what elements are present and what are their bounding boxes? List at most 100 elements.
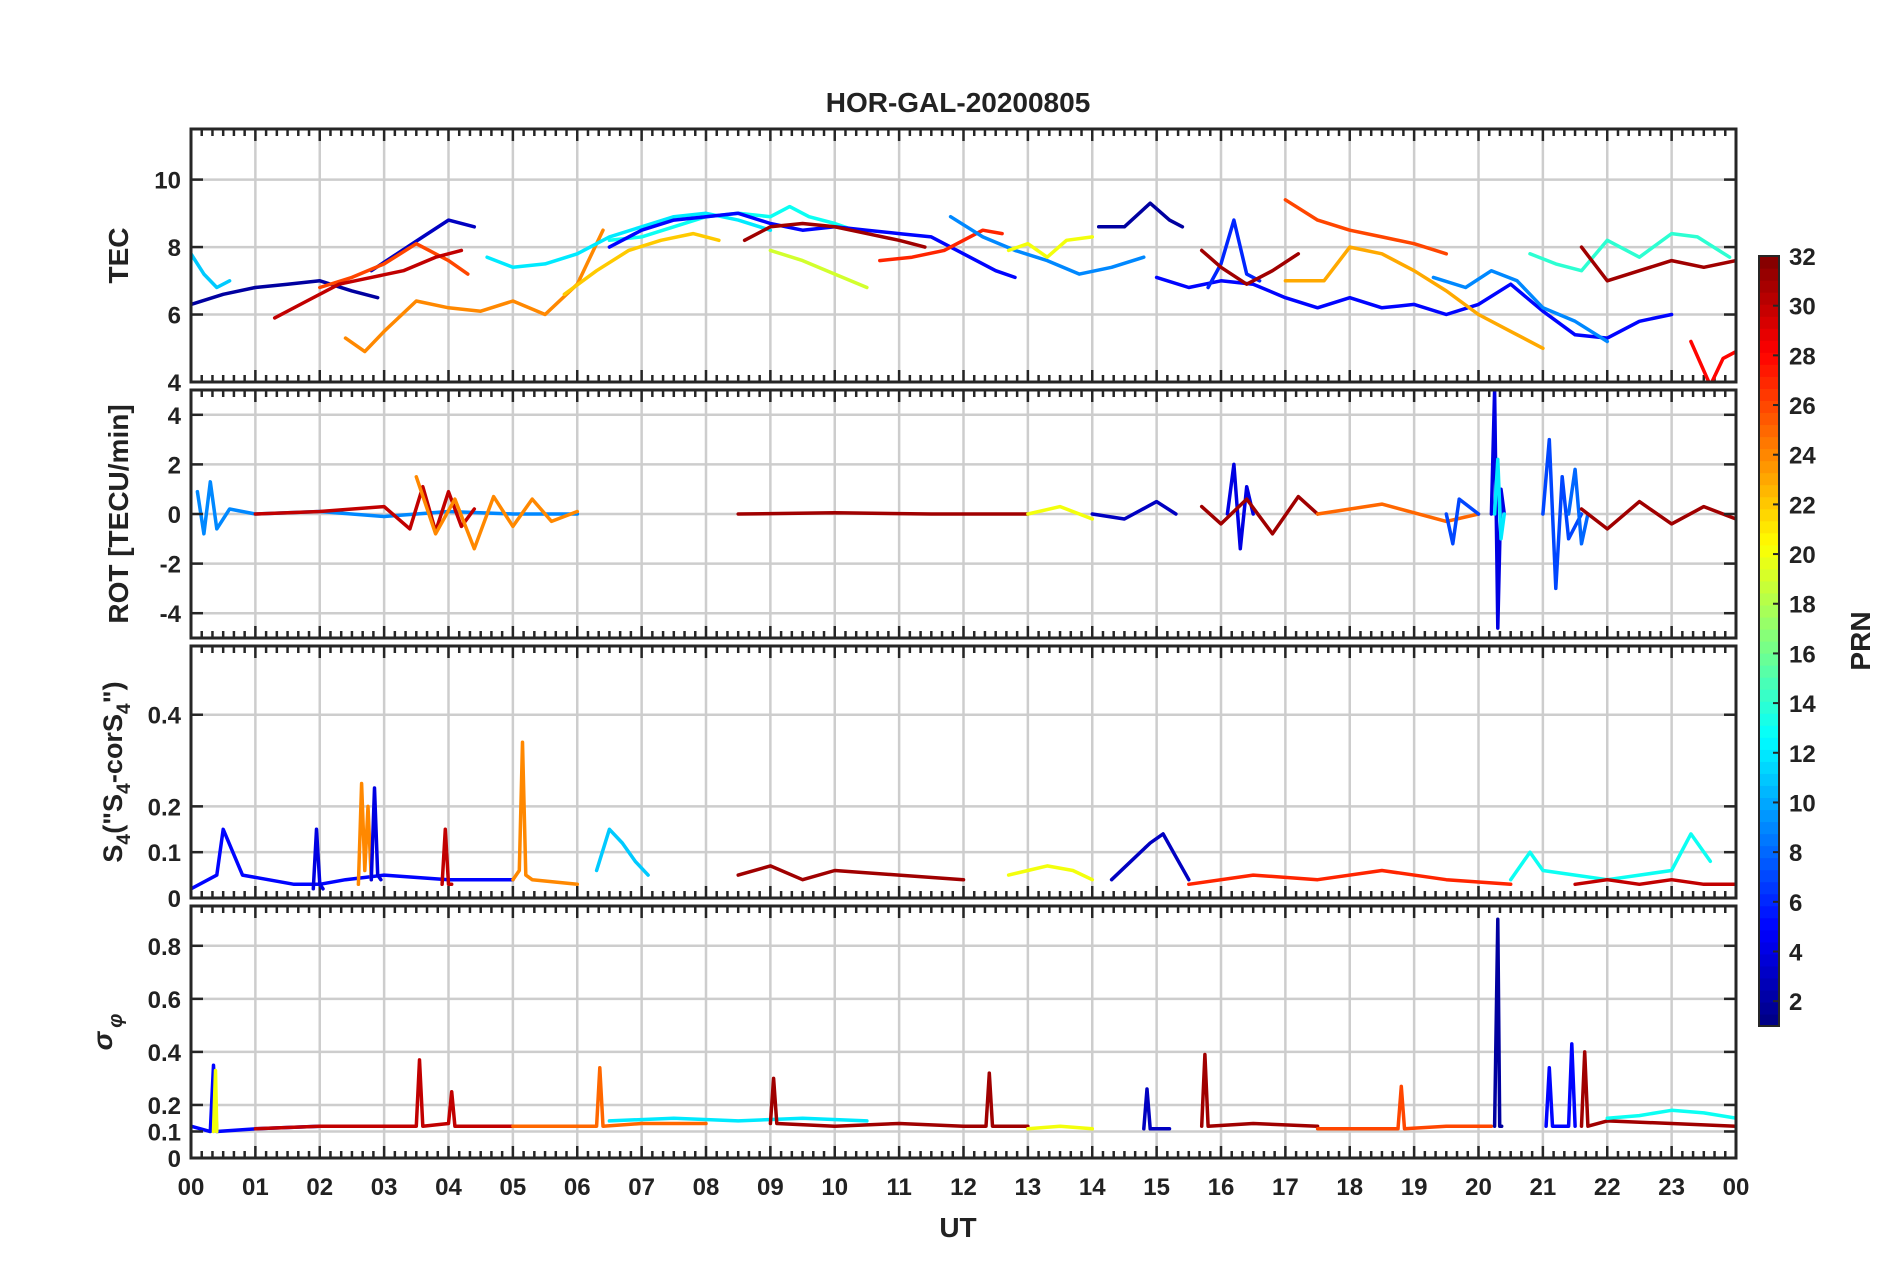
- series-line-prn-8: [1566, 467, 1590, 546]
- series-line-prn-31: [1579, 245, 1736, 283]
- series-line-prn-9: [948, 214, 1146, 276]
- x-tick-label: 06: [564, 1174, 591, 1201]
- colorbar-tick-label: 16: [1789, 641, 1816, 668]
- series-line-prn-30: [253, 484, 477, 534]
- series-line-prn-3: [1142, 1087, 1172, 1131]
- series-line-prn-7: [1444, 497, 1481, 546]
- series-line-prn-2: [1096, 201, 1185, 229]
- series-line-prn-19: [768, 248, 869, 290]
- colorbar-segment: [1759, 460, 1779, 474]
- colorbar-segment: [1759, 352, 1779, 365]
- series-line-prn-2: [1492, 917, 1504, 1128]
- series-line-prn-9: [1431, 268, 1610, 344]
- series-line-prn-12: [607, 1116, 869, 1123]
- x-tick-label: 18: [1336, 1174, 1363, 1201]
- x-tick-label: 09: [757, 1174, 784, 1201]
- series-line-prn-27: [1187, 868, 1513, 887]
- series-line-prn-26: [318, 241, 470, 290]
- y-tick-label: 6: [168, 303, 181, 330]
- colorbar-segment: [1759, 544, 1779, 558]
- colorbar-segment: [1759, 484, 1779, 498]
- series-line-prn-31: [1199, 248, 1301, 286]
- colorbar-segment: [1759, 689, 1779, 702]
- x-tick-label: 04: [435, 1174, 462, 1201]
- y-axis-label-part: φ: [105, 1014, 127, 1028]
- series-line-prn-20: [1006, 235, 1095, 259]
- x-tick-label: 23: [1658, 1174, 1685, 1201]
- x-tick-label: 20: [1465, 1174, 1492, 1201]
- series-line-prn-30: [272, 248, 464, 320]
- series-line-prn-31: [736, 864, 966, 882]
- x-tick-label: 01: [242, 1174, 269, 1201]
- colorbar-tick-label: 26: [1789, 393, 1816, 420]
- colorbar-segment: [1759, 785, 1779, 799]
- colorbar-tick-label: 24: [1789, 443, 1816, 470]
- x-tick-label: 13: [1015, 1174, 1042, 1201]
- colorbar-segment: [1759, 472, 1779, 486]
- colorbar-segment: [1759, 508, 1779, 522]
- x-tick-label: 07: [628, 1174, 655, 1201]
- y-axis-label: TEC: [103, 228, 134, 284]
- panel-sigma_phi: 00.10.2 0.4 0.6 0.8 σφ: [87, 904, 1738, 1173]
- colorbar-tick-label: 32: [1789, 244, 1816, 271]
- series-line-prn-4: [1489, 390, 1507, 630]
- y-axis-label-part: 4: [114, 834, 135, 845]
- axes-box: [189, 644, 1738, 900]
- colorbar-segment: [1759, 580, 1779, 594]
- colorbar-segment: [1759, 977, 1779, 991]
- colorbar-segment: [1759, 292, 1779, 305]
- series-line-prn-31: [736, 511, 1030, 516]
- series-line-prn-31: [742, 221, 927, 249]
- series-group: [191, 740, 1736, 891]
- colorbar-segment: [1759, 412, 1779, 426]
- y-tick-label: 4: [168, 370, 182, 397]
- y-axis-label-part: -corS: [98, 714, 128, 783]
- x-tick-label: 15: [1143, 1174, 1170, 1201]
- colorbar-segment: [1759, 256, 1779, 269]
- series-line-prn-5: [191, 827, 515, 891]
- colorbar-segment: [1759, 628, 1779, 642]
- colorbar-segment: [1759, 556, 1779, 570]
- x-tick-label: 10: [821, 1174, 848, 1201]
- y-tick-label: 10: [154, 168, 181, 195]
- y-tick-label: 0: [168, 502, 181, 529]
- x-tick-label: 00: [1723, 1174, 1750, 1201]
- colorbar-segment: [1759, 821, 1779, 835]
- y-tick-label: 0.8: [148, 934, 181, 961]
- colorbar-label: PRN: [1845, 611, 1876, 670]
- series-line-prn-22: [562, 231, 721, 297]
- series-line-prn-2: [191, 279, 380, 307]
- colorbar-tick-label: 28: [1789, 343, 1816, 370]
- series-line-prn-31: [1579, 1050, 1736, 1128]
- x-tick-label: 22: [1594, 1174, 1621, 1201]
- series-line-prn-31: [768, 1071, 1030, 1128]
- series-group: [191, 198, 1736, 382]
- x-tick-label: 21: [1530, 1174, 1557, 1201]
- series-line-prn-31: [1199, 494, 1320, 536]
- y-tick-label: 0.2: [148, 794, 181, 821]
- series-line-prn-26: [1283, 198, 1449, 256]
- colorbar-segment: [1759, 725, 1779, 738]
- y-tick-label: -2: [160, 552, 181, 579]
- series-line-prn-11: [594, 827, 650, 877]
- series-line-prn-11: [191, 252, 232, 290]
- axes-box: [189, 388, 1738, 640]
- colorbar-segment: [1759, 268, 1779, 281]
- colorbar-segment: [1759, 773, 1779, 786]
- y-tick-label: 0.2: [148, 1093, 181, 1120]
- colorbar-segment: [1759, 857, 1779, 871]
- x-tick-label: 11: [886, 1174, 911, 1201]
- x-axis-label: UT: [939, 1212, 976, 1243]
- y-axis-label-part: 4: [114, 703, 135, 714]
- colorbar-segment: [1759, 809, 1779, 823]
- x-tick-labels: 00 01 02 03 04 05 06 07 08 09 10 11 12 13 14 15 16 17 18 19…: [178, 1174, 1750, 1201]
- colorbar-segment: [1759, 881, 1779, 895]
- y-tick-label: 0.4: [148, 703, 182, 730]
- colorbar-segment: [1759, 905, 1779, 919]
- series-line-prn-6: [1206, 218, 1262, 290]
- colorbar-segment: [1759, 316, 1779, 329]
- colorbar-tick-label: 2: [1789, 989, 1802, 1016]
- colorbar-tick-label: 10: [1789, 790, 1816, 817]
